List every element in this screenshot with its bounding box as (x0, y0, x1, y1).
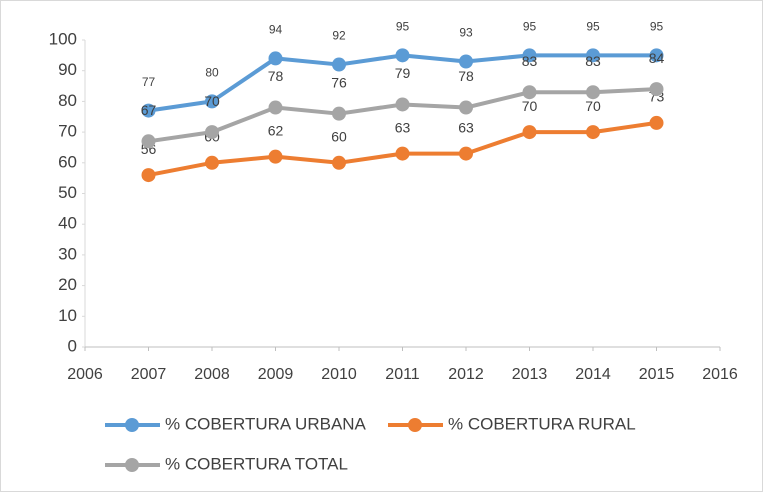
y-tick-label: 30 (58, 244, 77, 263)
point (332, 57, 346, 72)
y-tick-label: 10 (58, 306, 77, 325)
data-label: 70 (522, 98, 538, 114)
y-tick-label: 50 (58, 183, 77, 202)
point (586, 125, 600, 140)
data-label: 95 (586, 20, 600, 34)
data-label: 95 (650, 20, 664, 34)
x-tick-label: 2010 (321, 366, 357, 383)
point (459, 146, 473, 161)
point (586, 48, 600, 63)
point (649, 115, 664, 130)
point (205, 155, 219, 170)
point (141, 103, 156, 118)
legend-label: % COBERTURA TOTAL (165, 454, 348, 473)
y-tick-label: 60 (58, 152, 77, 171)
point (268, 149, 283, 164)
data-label: 79 (395, 65, 411, 81)
data-label: 70 (585, 98, 601, 114)
x-tick-label: 2016 (702, 366, 738, 383)
point (522, 125, 537, 140)
point (395, 48, 410, 63)
y-tick-label: 80 (58, 91, 77, 110)
y-tick-label: 100 (49, 29, 77, 48)
point (649, 48, 664, 63)
point (332, 155, 346, 170)
data-label: 67 (141, 102, 157, 118)
data-label: 80 (205, 66, 219, 80)
y-tick-label: 20 (58, 275, 77, 294)
data-label: 83 (522, 53, 538, 69)
point (459, 54, 473, 69)
x-tick-label: 2009 (258, 366, 294, 383)
point (649, 82, 664, 97)
legend-marker (408, 418, 422, 432)
y-tick-label: 90 (58, 60, 77, 79)
data-label: 95 (396, 20, 410, 34)
point (522, 85, 537, 100)
data-label: 60 (331, 129, 347, 145)
x-tick-label: 2013 (512, 366, 548, 383)
x-tick-label: 2014 (575, 366, 611, 383)
point (268, 51, 283, 66)
legend-marker (125, 418, 139, 432)
data-label: 83 (585, 53, 601, 69)
data-label: 62 (268, 122, 284, 138)
point (141, 134, 156, 149)
data-label: 63 (395, 119, 411, 135)
point (205, 125, 219, 140)
data-label: 70 (204, 93, 220, 109)
x-tick-label: 2012 (448, 366, 484, 383)
point (205, 94, 219, 109)
point (268, 100, 283, 115)
data-label: 78 (268, 68, 284, 84)
point (586, 85, 600, 100)
data-label: 84 (649, 50, 665, 66)
x-tick-label: 2008 (194, 366, 230, 383)
point (395, 97, 410, 112)
y-tick-label: 70 (58, 122, 77, 141)
point (395, 146, 410, 161)
data-label: 78 (458, 68, 474, 84)
y-tick-label: 0 (68, 336, 77, 355)
point (522, 48, 537, 63)
point (332, 106, 346, 121)
data-label: 95 (523, 20, 537, 34)
data-label: 76 (331, 74, 347, 90)
data-label: 92 (332, 29, 346, 43)
legend-label: % COBERTURA URBANA (165, 414, 367, 433)
legend-label: % COBERTURA RURAL (448, 414, 636, 433)
data-label: 77 (142, 75, 156, 89)
point (459, 100, 473, 115)
x-tick-label: 2006 (67, 366, 103, 383)
data-label: 94 (269, 23, 283, 37)
data-label: 63 (458, 119, 474, 135)
legend-marker (125, 458, 139, 472)
x-tick-label: 2011 (385, 366, 420, 383)
x-tick-label: 2007 (131, 366, 167, 383)
data-label: 93 (459, 26, 473, 40)
x-tick-label: 2015 (639, 366, 675, 383)
point (141, 168, 156, 183)
y-tick-label: 40 (58, 214, 77, 233)
